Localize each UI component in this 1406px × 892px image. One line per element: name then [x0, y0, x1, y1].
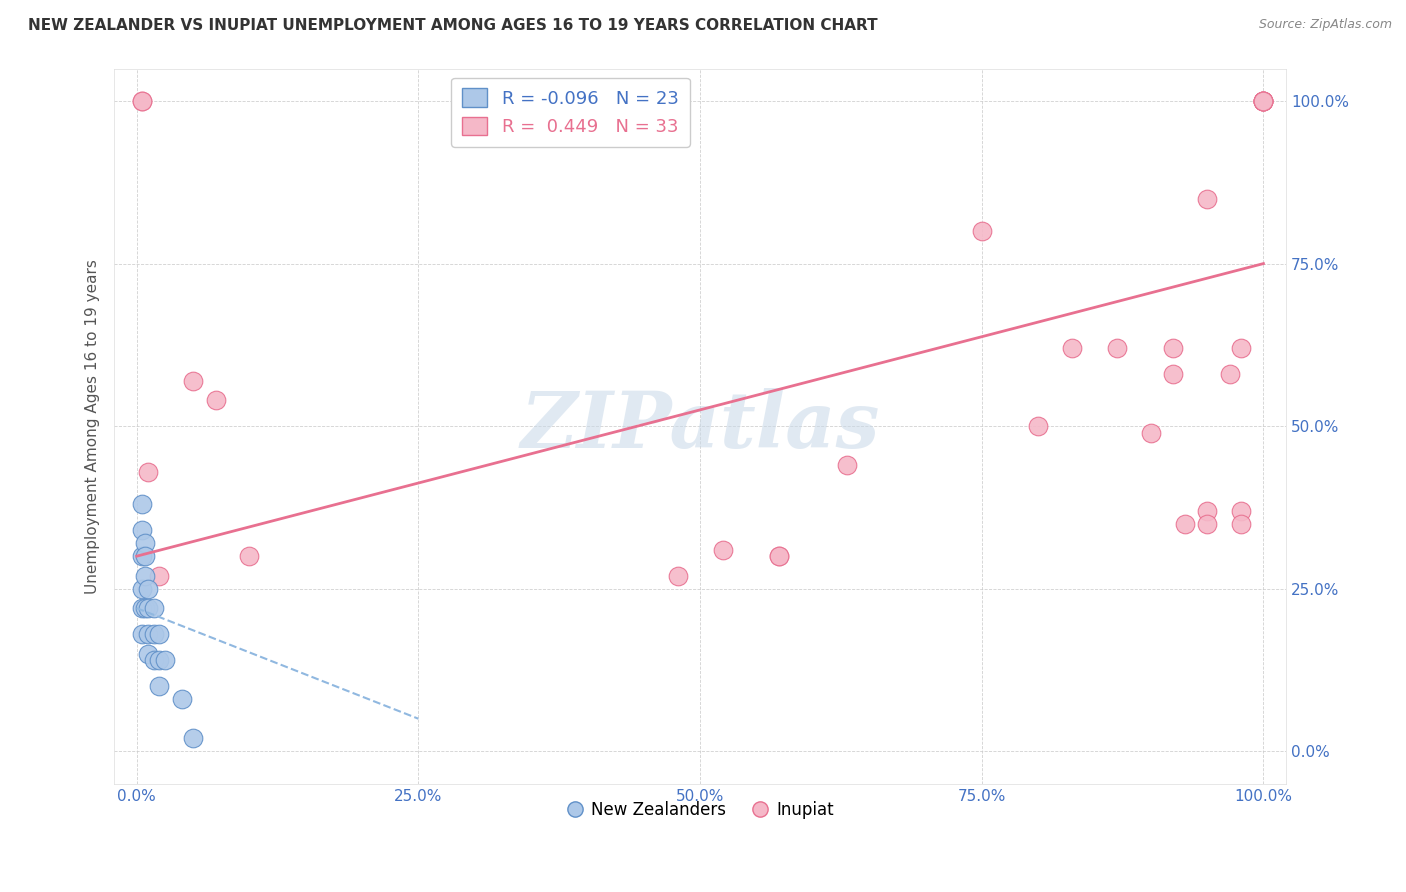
Point: [134, 549, 156, 564]
Point: [153, 653, 176, 667]
Point: [1161, 367, 1184, 381]
Point: [142, 653, 165, 667]
Point: [134, 601, 156, 615]
Point: [1253, 94, 1275, 108]
Point: [1219, 367, 1241, 381]
Point: [1105, 341, 1128, 355]
Y-axis label: Unemployment Among Ages 16 to 19 years: Unemployment Among Ages 16 to 19 years: [86, 259, 100, 593]
Point: [136, 601, 159, 615]
Point: [238, 549, 260, 564]
Point: [131, 627, 153, 641]
Point: [134, 536, 156, 550]
Point: [1197, 192, 1219, 206]
Point: [170, 692, 193, 706]
Text: Source: ZipAtlas.com: Source: ZipAtlas.com: [1258, 18, 1392, 31]
Point: [131, 549, 153, 564]
Point: [131, 582, 153, 596]
Point: [1161, 341, 1184, 355]
Point: [1253, 94, 1275, 108]
Point: [1174, 516, 1197, 531]
Point: [148, 627, 170, 641]
Point: [1230, 516, 1253, 531]
Point: [711, 542, 734, 557]
Point: [136, 465, 159, 479]
Point: [131, 94, 153, 108]
Text: ZIPatlas: ZIPatlas: [520, 388, 880, 465]
Point: [136, 647, 159, 661]
Point: [148, 653, 170, 667]
Point: [181, 374, 204, 388]
Point: [136, 582, 159, 596]
Point: [970, 224, 993, 238]
Point: [768, 549, 790, 564]
Point: [204, 393, 226, 408]
Point: [1230, 341, 1253, 355]
Point: [666, 568, 689, 582]
Point: [148, 679, 170, 693]
Point: [142, 627, 165, 641]
Point: [131, 601, 153, 615]
Point: [835, 458, 858, 472]
Point: [1197, 503, 1219, 517]
Point: [768, 549, 790, 564]
Point: [131, 497, 153, 511]
Point: [131, 523, 153, 537]
Point: [1230, 503, 1253, 517]
Point: [1026, 419, 1049, 434]
Point: [1253, 94, 1275, 108]
Legend: New Zealanders, Inupiat: New Zealanders, Inupiat: [560, 794, 841, 825]
Text: NEW ZEALANDER VS INUPIAT UNEMPLOYMENT AMONG AGES 16 TO 19 YEARS CORRELATION CHAR: NEW ZEALANDER VS INUPIAT UNEMPLOYMENT AM…: [28, 18, 877, 33]
Point: [131, 94, 153, 108]
Point: [1197, 516, 1219, 531]
Point: [1253, 94, 1275, 108]
Point: [136, 627, 159, 641]
Point: [1060, 341, 1083, 355]
Point: [142, 601, 165, 615]
Point: [1253, 94, 1275, 108]
Point: [181, 731, 204, 746]
Point: [134, 568, 156, 582]
Point: [1253, 94, 1275, 108]
Point: [1139, 425, 1161, 440]
Point: [148, 568, 170, 582]
